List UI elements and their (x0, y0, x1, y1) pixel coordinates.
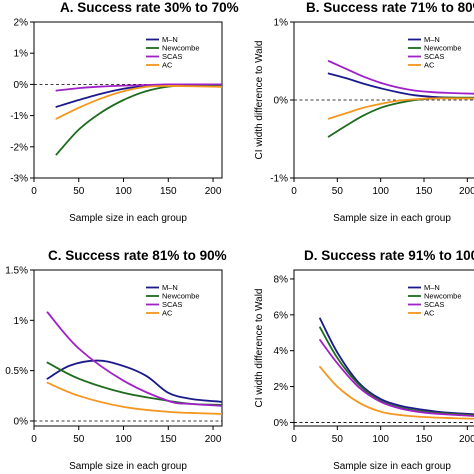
series-line-newcombe (327, 96, 474, 138)
y-tick-label: 0% (274, 418, 289, 429)
y-tick-label: 8% (274, 274, 289, 285)
legend-label: AC (424, 61, 435, 70)
x-tick-label: 150 (416, 434, 433, 445)
y-tick-label: -1% (10, 111, 28, 122)
plot-frame (33, 21, 223, 179)
legend-label: SCAS (424, 300, 444, 309)
y-tick-label: 0% (14, 416, 29, 427)
legend-label: M–N (424, 35, 440, 44)
x-axis-label: Sample size in each group (69, 213, 187, 224)
x-tick-label: 200 (459, 434, 474, 445)
series-line-scas (319, 339, 474, 417)
series-line-m-n (46, 359, 222, 403)
y-tick-label: 1% (14, 316, 29, 327)
x-axis-label: Sample size in each group (333, 213, 451, 224)
legend-label: AC (424, 309, 435, 318)
legend-label: Newcombe (162, 44, 200, 53)
x-tick-label: 200 (459, 186, 474, 197)
x-tick-label: 50 (332, 434, 344, 445)
legend-label: Newcombe (424, 292, 462, 301)
plot-frame (33, 269, 223, 427)
legend-label: AC (162, 61, 173, 70)
legend-label: M–N (162, 283, 178, 292)
legend-label: Newcombe (162, 292, 200, 301)
x-tick-label: 100 (115, 186, 132, 197)
y-tick-label: 6% (274, 310, 289, 321)
panel-c: C. Success rate 81% to 90% 0 50 100 150 200 0%… (5, 248, 226, 472)
series-lines (55, 83, 222, 156)
legend-label: SCAS (162, 52, 182, 61)
legend-label: M–N (424, 283, 440, 292)
plot-frame (293, 269, 474, 427)
legend-label: SCAS (162, 300, 182, 309)
panel-b: B. Success rate 71% to 80% 0 50 100 150 200 -1… (254, 0, 474, 224)
x-tick-label: 100 (372, 434, 389, 445)
x-axis-label: Sample size in each group (69, 461, 187, 472)
y-tick-label: -3% (10, 174, 28, 185)
series-line-scas (327, 60, 474, 95)
series-line-scas (46, 311, 222, 407)
x-axis-label: Sample size in each group (333, 461, 451, 472)
x-tick-label: 50 (73, 434, 85, 445)
y-tick-label: 0.5% (5, 366, 28, 377)
panel-title: B. Success rate 71% to 80% (306, 0, 474, 15)
series-line-ac (55, 85, 222, 120)
x-tick-label: 150 (416, 186, 433, 197)
series-line-m-n (327, 72, 474, 100)
series-line-newcombe (55, 84, 222, 156)
legend-label: Newcombe (424, 44, 462, 53)
series-line-ac (327, 97, 474, 120)
x-tick-label: 0 (31, 434, 37, 445)
y-tick-label: 2% (14, 18, 29, 29)
x-tick-label: 0 (291, 186, 297, 197)
series-line-newcombe (46, 361, 222, 406)
x-tick-label: 200 (205, 186, 222, 197)
y-tick-label: 0% (14, 80, 29, 91)
x-tick-label: 50 (332, 186, 344, 197)
x-tick-label: 50 (73, 186, 85, 197)
panel-d: D. Success rate 91% to 100% 0 50 100 150 200 0… (254, 248, 474, 472)
legend-label: SCAS (424, 52, 444, 61)
y-tick-label: 1.5% (5, 266, 28, 277)
y-tick-label: 1% (274, 18, 289, 29)
x-tick-label: 150 (160, 434, 177, 445)
y-tick-label: -1% (270, 174, 288, 185)
panel-title: D. Success rate 91% to 100% (304, 248, 474, 263)
y-axis-label: CI width difference to Wald (254, 289, 265, 408)
y-tick-label: 0% (274, 96, 289, 107)
x-tick-label: 100 (372, 186, 389, 197)
x-tick-label: 150 (160, 186, 177, 197)
y-axis-label: CI width difference to Wald (254, 41, 265, 160)
x-tick-label: 200 (205, 434, 222, 445)
panel-title: A. Success rate 30% to 70% (60, 0, 239, 15)
series-line-ac (46, 381, 222, 415)
panel-title: C. Success rate 81% to 90% (48, 248, 227, 263)
panel-a: A. Success rate 30% to 70% 0 50 100 150 200 -3… (10, 0, 238, 224)
legend-label: M–N (162, 35, 178, 44)
series-line-scas (55, 83, 222, 92)
series-lines (319, 317, 474, 420)
y-tick-label: -2% (10, 142, 28, 153)
x-tick-label: 0 (291, 434, 297, 445)
series-line-ac (319, 365, 474, 420)
series-lines (46, 311, 222, 415)
series-lines (327, 60, 474, 138)
x-tick-label: 100 (115, 434, 132, 445)
series-line-m-n (319, 317, 474, 416)
y-tick-label: 1% (14, 49, 29, 60)
legend-label: AC (162, 309, 173, 318)
y-tick-label: 4% (274, 346, 289, 357)
y-tick-label: 2% (274, 382, 289, 393)
x-tick-label: 0 (31, 186, 37, 197)
